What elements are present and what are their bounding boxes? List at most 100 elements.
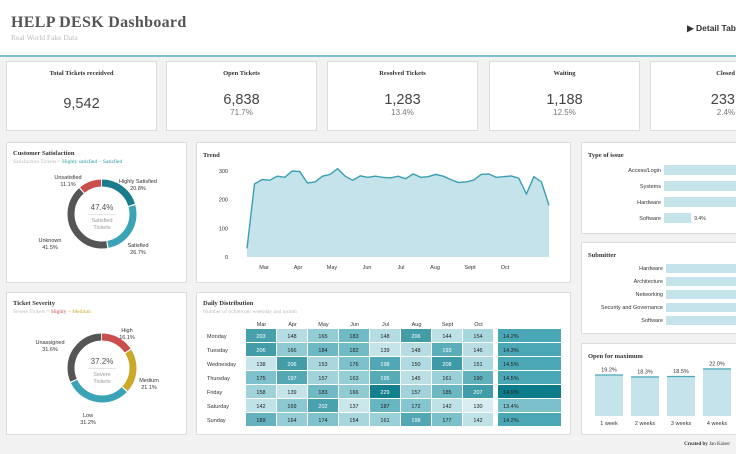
open-max-bar-label: 22.0% (709, 361, 725, 367)
heatmap-cell (401, 385, 431, 398)
heatmap-cell-value: 138 (256, 362, 265, 368)
open-max-category-label: 2 weeks (635, 421, 655, 427)
heatmap-cell-value: 157 (411, 390, 420, 396)
heatmap-cell (370, 329, 400, 342)
heatmap-day-label: Thursday (207, 376, 230, 382)
play-icon: ▶ (687, 23, 694, 33)
heatmap-cell (308, 399, 338, 412)
heatmap-cell-value: 153 (318, 362, 327, 368)
donut-segment-percent: 16.1% (119, 335, 135, 341)
donut-segment (67, 179, 137, 249)
heatmap-cell-value: 202 (318, 404, 327, 410)
heatmap-row-share-label: 14.2% (503, 418, 519, 424)
heatmap-day-label: Saturday (207, 404, 229, 410)
issue-type-label: Systems (640, 184, 661, 190)
kpi-percent: 13.4% (391, 108, 414, 117)
kpi-label: Waiting (553, 70, 576, 77)
donut-segment-percent: 31.6% (42, 347, 58, 353)
issue-type-panel: Type of issue Access/Login Systems Hardwar… (581, 142, 736, 234)
daily-heatmap: Mar Apr May Jun Jul Aug Sept Oct Monday 203 148 165… (207, 322, 561, 426)
heatmap-cell (401, 357, 431, 370)
submitter-bar (666, 303, 736, 312)
heatmap-day-label: Sunday (207, 418, 226, 424)
donut-segment-label: Unknown (39, 238, 62, 244)
donut-segment (67, 333, 137, 403)
heatmap-cell-value: 206 (411, 334, 420, 340)
issue-type-label: Access/Login (628, 168, 661, 174)
heatmap-cell-value: 154 (349, 418, 358, 424)
heatmap-month-label: Aug (412, 322, 422, 328)
heatmap-cell (370, 371, 400, 384)
heatmap-cell-value: 198 (411, 418, 420, 424)
kpi-resolved-tickets: Resolved Tickets 1,283 13.4% (327, 61, 478, 131)
heatmap-row-share-bar (498, 329, 561, 342)
heatmap-day-label: Wednesday (207, 362, 236, 368)
heatmap-cell (339, 371, 369, 384)
heatmap-cell-value: 161 (380, 418, 389, 424)
donut-segment-label: Low (83, 413, 93, 419)
heatmap-cell-value: 157 (318, 376, 327, 382)
issue-type-bar (664, 197, 736, 207)
heatmap-cell-value: 183 (318, 390, 327, 396)
heatmap-cell-value: 165 (318, 334, 327, 340)
submitter-label: Hardware (639, 266, 663, 272)
donut-segment-label: Highly Satisfied (119, 179, 157, 185)
ticket-severity-panel: Ticket Severity Severe Tickets = Highly … (6, 292, 187, 435)
heatmap-cell (401, 399, 431, 412)
heatmap-cell (463, 371, 493, 384)
submitter-label: Networking (635, 292, 663, 298)
heatmap-row-share-label: 14.3% (503, 348, 519, 354)
donut-center-label: Tickets (93, 379, 110, 385)
heatmap-cell-value: 229 (380, 390, 389, 396)
heatmap-cell (339, 343, 369, 356)
heatmap-cell-value: 163 (349, 376, 358, 382)
donut-segment-percent: 31.2% (80, 420, 96, 426)
heatmap-cell (246, 357, 276, 370)
trend-x-tick-label: Sept (464, 265, 476, 271)
kpi-percent: 71.7% (230, 108, 253, 117)
detail-tab-link[interactable]: ▶ Detail Tab (687, 23, 736, 34)
heatmap-cell-value: 183 (349, 334, 358, 340)
heatmap-cell-value: 144 (442, 334, 451, 340)
heatmap-cell-value: 151 (473, 362, 482, 368)
heatmap-day-label: Monday (207, 334, 227, 340)
heatmap-row-share-bar (498, 343, 561, 356)
issue-type-bar (664, 165, 736, 175)
heatmap-cell-value: 139 (287, 390, 296, 396)
issue-type-bar-chart: Access/Login Systems Hardware Software 9.4% (628, 165, 736, 223)
donut-center-percent: 37.2% (91, 357, 114, 366)
open-max-category-label: 1 week (600, 421, 618, 427)
heatmap-cell (246, 413, 276, 426)
trend-y-tick-label: 100 (219, 226, 228, 232)
heatmap-cell (463, 343, 493, 356)
donut-center-label: Tickets (93, 225, 110, 231)
trend-x-tick-label: Oct (501, 265, 510, 271)
heatmap-cell (246, 385, 276, 398)
heatmap-cell (277, 385, 307, 398)
open-max-bar-cap (595, 374, 623, 376)
trend-area (247, 168, 549, 257)
donut-ring (67, 179, 137, 249)
open-max-bar-label: 19.2% (601, 367, 617, 373)
heatmap-cell (432, 385, 462, 398)
heatmap-cell-value: 148 (287, 334, 296, 340)
heatmap-row-share-label: 14.9% (503, 390, 519, 396)
open-max-bar (667, 375, 695, 416)
open-max-bar (703, 368, 731, 416)
heatmap-cell (432, 343, 462, 356)
open-max-bar-cap (667, 375, 695, 378)
kpi-value: 233 (710, 92, 735, 108)
heatmap-cell (432, 413, 462, 426)
open-max-bar (631, 376, 659, 416)
submitter-bar (666, 264, 736, 273)
heatmap-month-label: Jul (382, 322, 389, 328)
heatmap-cell-value: 198 (380, 362, 389, 368)
heatmap-cell-value: 185 (442, 390, 451, 396)
open-max-bar (595, 374, 623, 416)
donut-segment-percent: 20.8% (130, 186, 146, 192)
heatmap-cell (246, 329, 276, 342)
heatmap-cell (401, 371, 431, 384)
trend-x-tick-label: Jul (397, 265, 404, 271)
heatmap-cell-value: 190 (473, 376, 482, 382)
heatmap-cell (401, 329, 431, 342)
